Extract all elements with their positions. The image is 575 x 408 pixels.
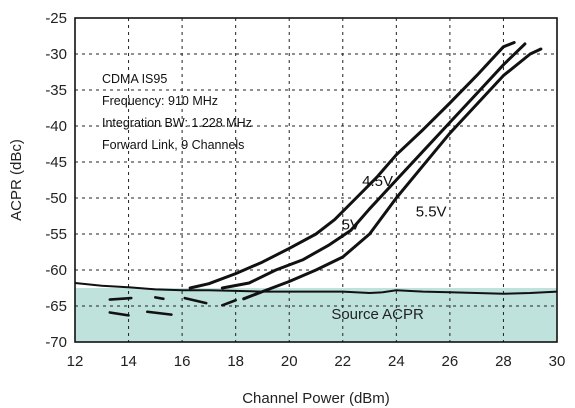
x-tick-label: 12	[67, 353, 84, 370]
x-tick-label: 28	[495, 353, 512, 370]
low-power-segment	[108, 311, 130, 317]
series-line-5v	[220, 42, 527, 290]
series-labels: 4.5V 5V 5.5V Source ACPR	[331, 173, 446, 323]
note-line-bandwidth: Integration BW: 1.228 MHz	[102, 116, 252, 130]
y-tick-label: -70	[45, 334, 67, 351]
series-label-4-5v: 4.5V	[362, 173, 393, 190]
y-tick-label: -25	[45, 10, 67, 27]
low-power-segment	[220, 298, 237, 307]
source-acpr-label: Source ACPR	[331, 306, 424, 323]
source-acpr-region	[75, 288, 557, 342]
low-power-segment	[183, 296, 208, 305]
x-tick-label: 24	[388, 353, 405, 370]
source-acpr-line	[74, 282, 558, 295]
low-power-segment	[154, 296, 165, 301]
y-tick-label: -40	[45, 118, 67, 135]
curves	[74, 41, 558, 317]
series-line-5-5v	[242, 47, 543, 301]
y-tick-label: -55	[45, 226, 67, 243]
low-power-segment	[146, 310, 173, 316]
plot-frame	[74, 17, 558, 343]
x-tick-label: 30	[549, 353, 566, 370]
series-line-4-5v	[188, 41, 516, 290]
y-tick-label: -35	[45, 82, 67, 99]
series-label-5v: 5V	[342, 217, 360, 234]
x-tick-label: 20	[281, 353, 298, 370]
test-conditions-note: CDMA IS95 Frequency: 910 MHz Integration…	[102, 72, 252, 152]
y-axis-title: ACPR (dBc)	[8, 139, 25, 221]
x-tick-label: 18	[227, 353, 244, 370]
low-power-segment	[108, 296, 133, 301]
series-label-5-5v: 5.5V	[416, 204, 447, 221]
y-tick-label: -45	[45, 154, 67, 171]
x-tick-label: 16	[174, 353, 191, 370]
y-tick-label: -65	[45, 298, 67, 315]
x-tick-label: 26	[442, 353, 459, 370]
y-tick-label: -50	[45, 190, 67, 207]
y-tick-label: -30	[45, 46, 67, 63]
y-tick-label: -60	[45, 262, 67, 279]
note-line-link: Forward Link, 9 Channels	[102, 138, 244, 152]
note-line-standard: CDMA IS95	[102, 72, 167, 86]
x-tick-label: 14	[120, 353, 137, 370]
gridlines	[75, 18, 557, 342]
x-tick-label: 22	[334, 353, 351, 370]
note-line-frequency: Frequency: 910 MHz	[102, 94, 218, 108]
tick-labels: 12 14 16 18 20 22 24 26 28 30 -70 -65 -60 -55 -50 -45 -4…	[45, 10, 565, 370]
x-axis-title: Channel Power (dBm)	[242, 390, 390, 407]
